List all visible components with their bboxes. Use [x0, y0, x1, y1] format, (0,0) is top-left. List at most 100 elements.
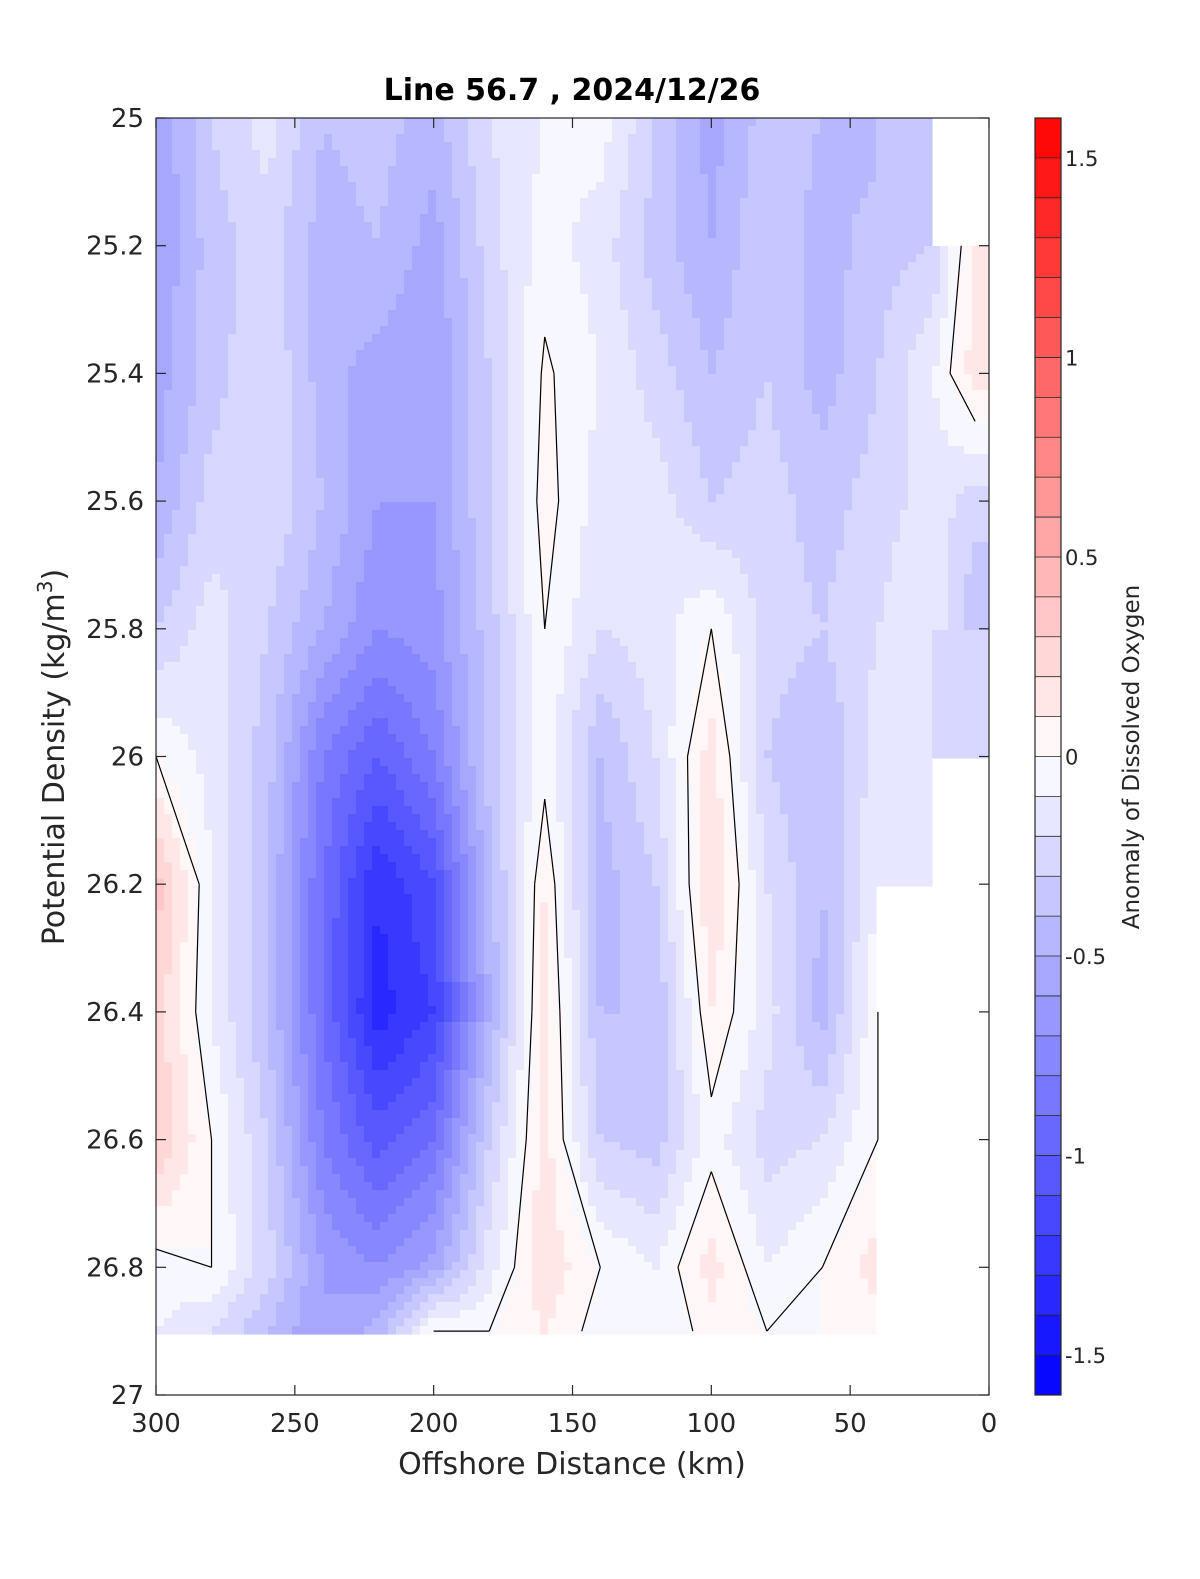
field-cell	[852, 190, 861, 199]
field-cell	[484, 246, 493, 255]
field-cell	[484, 374, 493, 383]
field-cell	[508, 422, 517, 431]
field-cell	[964, 414, 973, 423]
field-cell	[588, 126, 597, 135]
field-cell	[900, 126, 909, 135]
field-cell	[260, 230, 269, 239]
field-cell	[524, 166, 533, 175]
field-cell	[300, 422, 309, 431]
field-cell	[372, 222, 381, 231]
field-cell	[324, 246, 333, 255]
field-cell	[684, 126, 693, 135]
field-cell	[516, 174, 525, 183]
field-cell	[396, 150, 405, 159]
field-cell	[404, 190, 413, 199]
field-cell	[668, 254, 677, 263]
field-cell	[172, 190, 181, 199]
field-cell	[292, 310, 301, 319]
field-cell	[404, 414, 413, 423]
field-cell	[804, 318, 813, 327]
field-cell	[804, 190, 813, 199]
field-cell	[444, 454, 453, 463]
field-cell	[532, 286, 541, 295]
field-cell	[852, 398, 861, 407]
field-cell	[812, 462, 821, 471]
field-cell	[460, 262, 469, 271]
field-cell	[276, 142, 285, 151]
field-cell	[756, 254, 765, 263]
field-cell	[212, 382, 221, 391]
field-cell	[940, 286, 949, 295]
field-cell	[220, 502, 229, 511]
field-cell	[572, 230, 581, 239]
field-cell	[964, 398, 973, 407]
field-cell	[892, 238, 901, 247]
field-cell	[652, 302, 661, 311]
field-cell	[620, 262, 629, 271]
field-cell	[708, 134, 717, 143]
field-cell	[540, 294, 549, 303]
field-cell	[444, 166, 453, 175]
field-cell	[204, 134, 213, 143]
field-cell	[548, 230, 557, 239]
field-cell	[476, 142, 485, 151]
field-cell	[868, 310, 877, 319]
field-cell	[716, 126, 725, 135]
field-cell	[900, 198, 909, 207]
field-cell	[780, 238, 789, 247]
field-cell	[452, 478, 461, 487]
field-cell	[372, 230, 381, 239]
field-cell	[692, 294, 701, 303]
field-cell	[196, 126, 205, 135]
field-cell	[244, 150, 253, 159]
field-cell	[868, 430, 877, 439]
field-cell	[716, 438, 725, 447]
field-cell	[772, 294, 781, 303]
field-cell	[692, 318, 701, 327]
field-cell	[356, 342, 365, 351]
field-cell	[692, 150, 701, 159]
field-cell	[716, 286, 725, 295]
field-cell	[940, 406, 949, 415]
field-cell	[388, 470, 397, 479]
field-cell	[644, 374, 653, 383]
field-cell	[308, 278, 317, 287]
field-cell	[188, 350, 197, 359]
field-cell	[556, 390, 565, 399]
field-cell	[740, 238, 749, 247]
field-cell	[604, 158, 613, 167]
field-cell	[300, 430, 309, 439]
field-cell	[324, 230, 333, 239]
field-cell	[628, 190, 637, 199]
field-cell	[428, 406, 437, 415]
field-cell	[308, 462, 317, 471]
field-cell	[964, 430, 973, 439]
field-cell	[196, 182, 205, 191]
field-cell	[156, 318, 165, 327]
field-cell	[228, 158, 237, 167]
field-cell	[604, 414, 613, 423]
field-cell	[428, 270, 437, 279]
field-cell	[164, 118, 173, 127]
field-cell	[188, 190, 197, 199]
field-cell	[788, 366, 797, 375]
field-cell	[500, 414, 509, 423]
field-cell	[692, 478, 701, 487]
field-cell	[852, 214, 861, 223]
field-cell	[276, 350, 285, 359]
field-cell	[340, 366, 349, 375]
field-cell	[564, 438, 573, 447]
field-cell	[580, 142, 589, 151]
field-cell	[340, 382, 349, 391]
field-cell	[516, 462, 525, 471]
field-cell	[436, 494, 445, 503]
field-cell	[700, 446, 709, 455]
field-cell	[844, 342, 853, 351]
field-cell	[772, 446, 781, 455]
field-cell	[708, 126, 717, 135]
field-cell	[204, 294, 213, 303]
field-cell	[524, 238, 533, 247]
field-cell	[236, 158, 245, 167]
field-cell	[756, 406, 765, 415]
field-cell	[644, 294, 653, 303]
